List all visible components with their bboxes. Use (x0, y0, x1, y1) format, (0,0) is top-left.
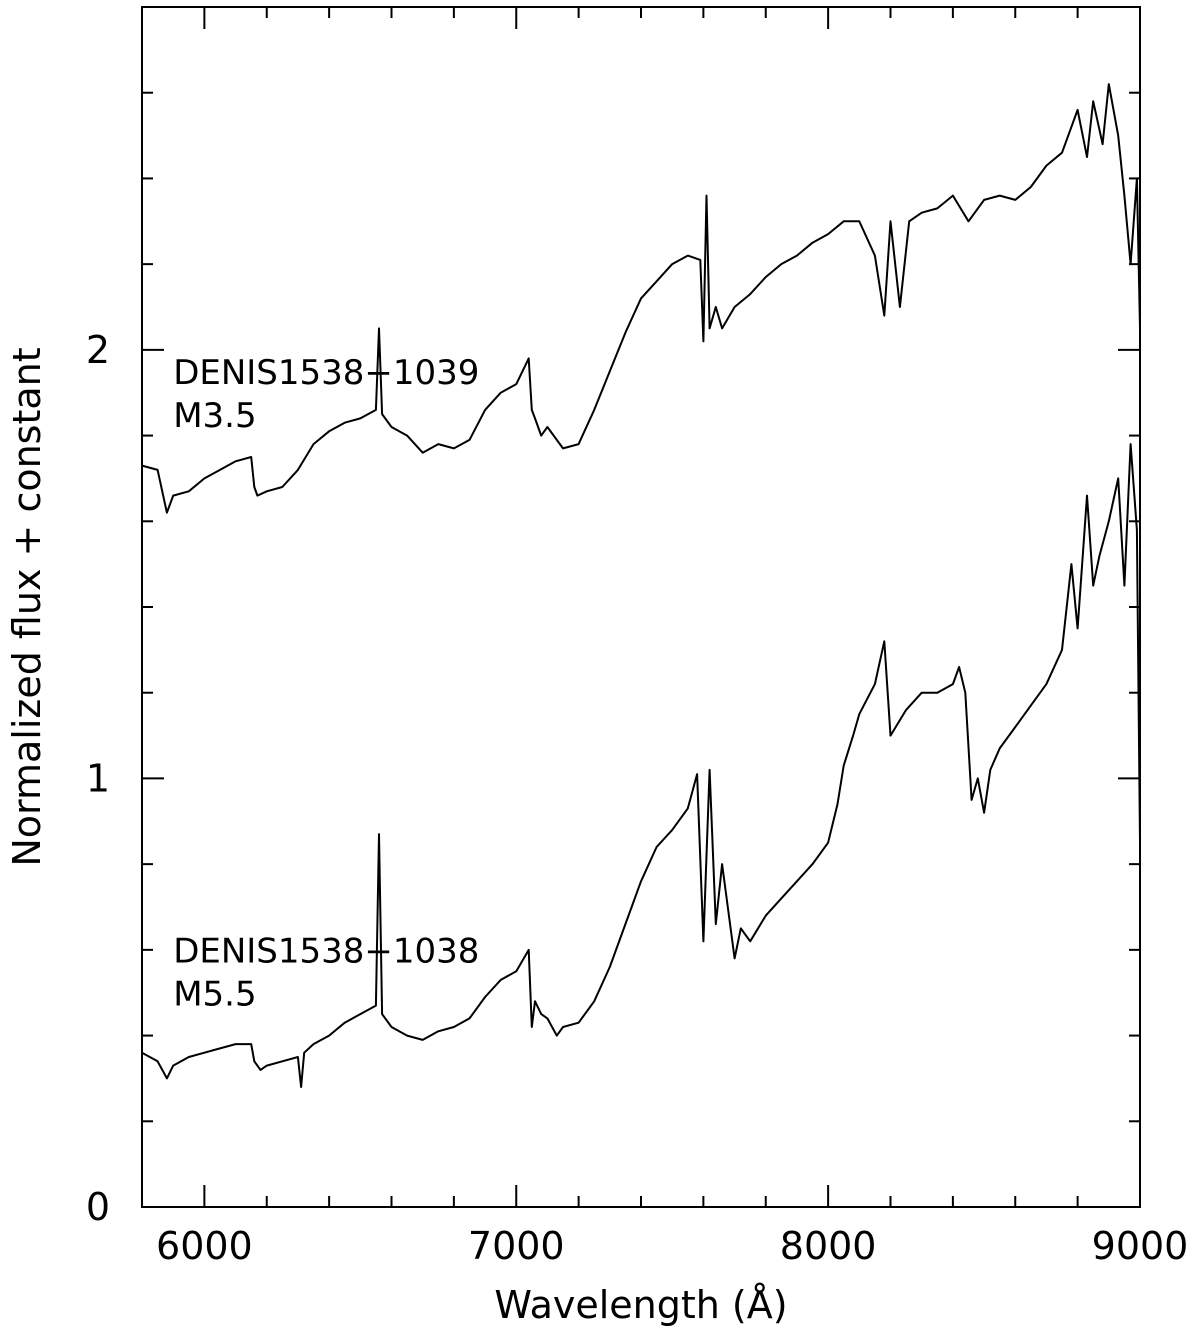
spectrum-line-2 (141, 443, 1141, 1088)
x-tick-label: 6000 (156, 1224, 253, 1268)
x-axis-label: Wavelength (Å) (494, 1283, 787, 1327)
spectrum-annotation: DENIS1538−1038 (173, 932, 479, 972)
x-tick-label: 9000 (1092, 1224, 1189, 1268)
spectrum-annotation: DENIS1538−1039 (173, 353, 479, 393)
x-tick-label: 8000 (780, 1224, 877, 1268)
spectrum-annotation: M5.5 (173, 975, 256, 1015)
series-layer (141, 83, 1141, 1088)
x-tick-label: 7000 (468, 1224, 565, 1268)
y-tick-label: 1 (86, 756, 110, 800)
axis-ticks: 6000 7000 8000 9000 0 1 2 (86, 6, 1189, 1268)
plot-frame (141, 6, 1141, 1208)
spectrum-line-1 (141, 83, 1141, 514)
spectrum-annotation: M3.5 (173, 396, 256, 436)
y-axis-label: Normalized flux + constant (5, 347, 49, 866)
y-tick-label: 0 (86, 1185, 110, 1229)
y-tick-label: 2 (86, 328, 110, 372)
